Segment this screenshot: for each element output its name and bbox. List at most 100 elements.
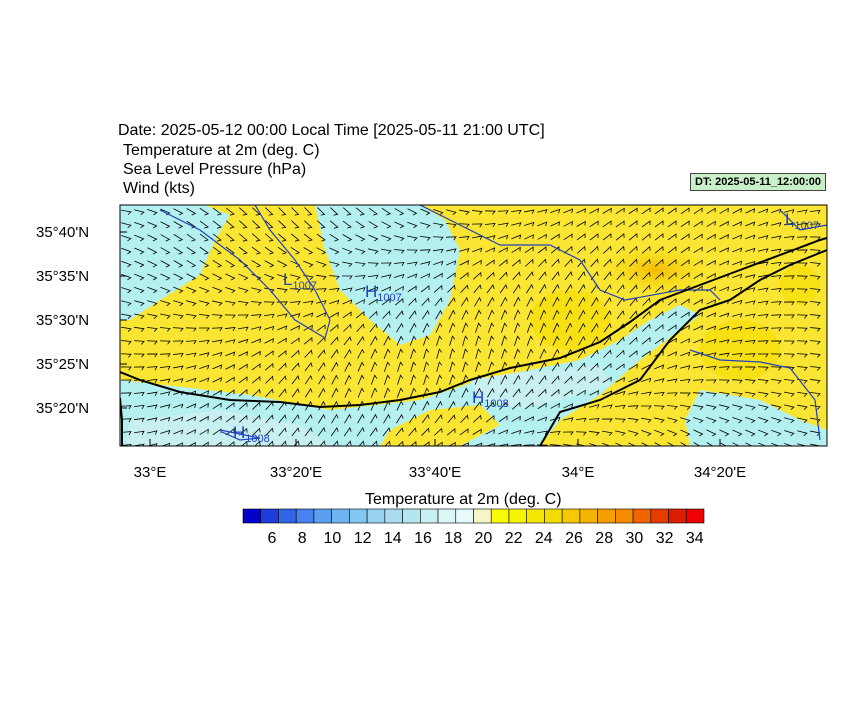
wind-barb bbox=[563, 403, 574, 409]
wind-barb bbox=[410, 374, 417, 385]
wind-barb bbox=[383, 348, 391, 359]
wind-barb bbox=[589, 207, 599, 214]
wind-barb bbox=[382, 322, 391, 333]
wind-barb bbox=[134, 247, 145, 255]
wind-barb bbox=[368, 221, 379, 229]
wind-barb bbox=[667, 429, 678, 437]
wind-barb bbox=[719, 352, 730, 357]
wind-barb bbox=[265, 388, 274, 397]
wind-barb bbox=[745, 442, 753, 446]
wind-barb bbox=[667, 233, 677, 241]
wind-barb bbox=[576, 233, 586, 241]
colorbar-label: 30 bbox=[625, 530, 644, 547]
wind-barb bbox=[447, 414, 456, 424]
wind-barb bbox=[641, 377, 652, 383]
wind-barb bbox=[433, 284, 443, 293]
wind-barb bbox=[731, 379, 743, 384]
wind-barb bbox=[186, 220, 197, 229]
wind-barb bbox=[693, 338, 704, 344]
wind-barb bbox=[134, 443, 145, 446]
wind-barb bbox=[590, 245, 599, 254]
wind-barb bbox=[500, 309, 508, 320]
wind-barb bbox=[408, 413, 417, 424]
wind-barb bbox=[303, 260, 314, 268]
wind-barb bbox=[578, 335, 586, 346]
wind-barb bbox=[225, 339, 236, 344]
wind-barb bbox=[614, 418, 626, 423]
wind-barb bbox=[355, 220, 366, 229]
wind-barb bbox=[172, 340, 184, 345]
wind-barb bbox=[552, 348, 560, 359]
wind-barb bbox=[629, 258, 638, 267]
wind-barb bbox=[655, 284, 664, 293]
wind-barb bbox=[602, 207, 612, 214]
wind-barb bbox=[498, 429, 509, 435]
wind-barb bbox=[706, 220, 716, 227]
wind-barb bbox=[160, 260, 171, 268]
wind-barb bbox=[744, 379, 756, 384]
pressure-center-2: H1008 bbox=[472, 388, 509, 410]
wind-barb bbox=[525, 388, 534, 397]
wind-barb bbox=[641, 220, 651, 228]
wind-barb bbox=[680, 220, 690, 228]
wind-barb bbox=[667, 298, 677, 306]
wind-barb bbox=[745, 404, 756, 411]
wind-barb bbox=[460, 296, 469, 307]
wind-barb bbox=[563, 208, 574, 214]
wind-barb bbox=[460, 414, 469, 423]
wind-barb bbox=[212, 351, 223, 357]
wind-barb bbox=[565, 283, 573, 294]
wind-barb bbox=[447, 284, 456, 293]
wind-barb bbox=[578, 322, 586, 333]
wind-barb bbox=[603, 284, 612, 294]
wind-barb bbox=[355, 287, 366, 292]
wind-barb bbox=[475, 348, 482, 359]
wind-barb bbox=[146, 340, 158, 345]
wind-barb bbox=[770, 340, 782, 345]
wind-barb bbox=[524, 430, 535, 435]
wind-barb bbox=[474, 309, 482, 320]
wind-barb bbox=[628, 220, 638, 228]
colorbar-label: 22 bbox=[504, 530, 523, 547]
wind-barb bbox=[549, 431, 561, 436]
coastlines bbox=[120, 237, 827, 446]
wind-barb bbox=[758, 248, 769, 253]
wind-barb bbox=[198, 314, 210, 319]
wind-barb bbox=[394, 221, 405, 229]
colorbar-swatch bbox=[685, 508, 705, 524]
isobars bbox=[159, 205, 827, 441]
wind-barb bbox=[238, 389, 248, 397]
wind-barb bbox=[344, 387, 352, 398]
wind-barb bbox=[445, 222, 457, 228]
wind-barb bbox=[317, 207, 326, 216]
wind-barb bbox=[134, 313, 145, 320]
pressure-center-0: L1007 bbox=[283, 270, 317, 292]
wind-barb bbox=[667, 246, 677, 254]
wind-barb bbox=[147, 404, 158, 409]
wind-barb bbox=[355, 248, 366, 255]
wind-barb bbox=[446, 428, 456, 436]
wind-barb bbox=[603, 296, 612, 307]
wind-barb bbox=[419, 249, 431, 254]
wind-barb bbox=[784, 443, 794, 446]
wind-barb bbox=[706, 259, 716, 266]
wind-barb bbox=[357, 374, 365, 385]
wind-barb bbox=[679, 378, 691, 384]
wind-barb bbox=[186, 416, 197, 422]
wind-barb bbox=[225, 220, 235, 229]
wind-barb bbox=[796, 391, 808, 397]
wind-barb bbox=[396, 413, 404, 424]
wind-barb bbox=[147, 313, 158, 320]
wind-barb bbox=[513, 309, 521, 320]
wind-barb bbox=[589, 404, 600, 409]
wind-barb bbox=[278, 427, 287, 437]
wind-barb bbox=[539, 361, 547, 372]
wind-barb bbox=[238, 363, 248, 370]
wind-barb bbox=[758, 208, 769, 214]
wind-barb bbox=[304, 362, 313, 372]
wind-barb bbox=[549, 444, 561, 446]
wind-barb bbox=[488, 322, 495, 333]
wind-barb bbox=[563, 389, 573, 397]
wind-barb bbox=[732, 247, 743, 253]
wind-barb bbox=[667, 351, 678, 357]
